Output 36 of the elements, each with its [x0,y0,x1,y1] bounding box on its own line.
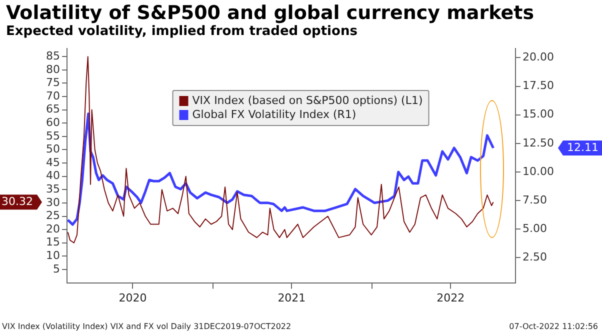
y-tick-label: 60 [46,116,60,129]
chart-subtitle: Expected volatility, implied from traded options [5,24,358,40]
y-tick-label: 30 [46,196,60,209]
text: 30.32 [2,195,34,208]
y2-tick-label: 17.50 [522,79,554,92]
y-tick-label: 25 [46,209,60,222]
y2-tick-label: 5.00 [522,222,548,235]
y2-tick-label: 15.00 [522,108,554,121]
text: 12.11 [566,140,598,154]
y-tick-label: 70 [46,89,60,102]
legend-label: VIX Index (based on S&P500 options) (L1) [192,94,423,108]
text: 07-Oct-2022 11:02:56 [509,322,598,331]
y-tick-label: 85 [46,49,60,62]
y-tick-label: 75 [46,76,60,90]
x-tick-label: 2022 [436,291,465,304]
y2-tick-label: 20.00 [522,50,554,64]
text: VIX Index (Volatility Index) VIX and FX vol Daily 31DEC2019-07OCT2022 [2,322,292,331]
y-tick-label: 50 [46,142,60,156]
y-tick-label: 65 [46,102,60,116]
y-tick-label: 45 [46,156,60,169]
y-tick-label: 15 [46,236,60,249]
y2-tick-label: 2.50 [522,250,548,264]
y-tick-label: 55 [46,129,60,142]
y2-tick-label: 7.50 [522,193,548,206]
y-tick-label: 35 [46,182,60,196]
x-tick-label: 2021 [278,291,306,304]
y-tick-label: 5 [52,262,60,276]
y2-tick-label: 10.00 [522,164,554,178]
y-tick-label: 40 [46,169,60,182]
y2-tick-label: 12.50 [522,136,554,150]
y-tick-label: 10 [46,249,60,262]
chart-title: Volatility of S&P500 and global currency markets [5,1,536,24]
y-tick-label: 20 [46,222,60,236]
y-tick-label: 80 [46,62,60,76]
x-tick-label: 2020 [118,291,147,304]
legend-label: Global FX Volatility Index (R1) [192,108,356,122]
